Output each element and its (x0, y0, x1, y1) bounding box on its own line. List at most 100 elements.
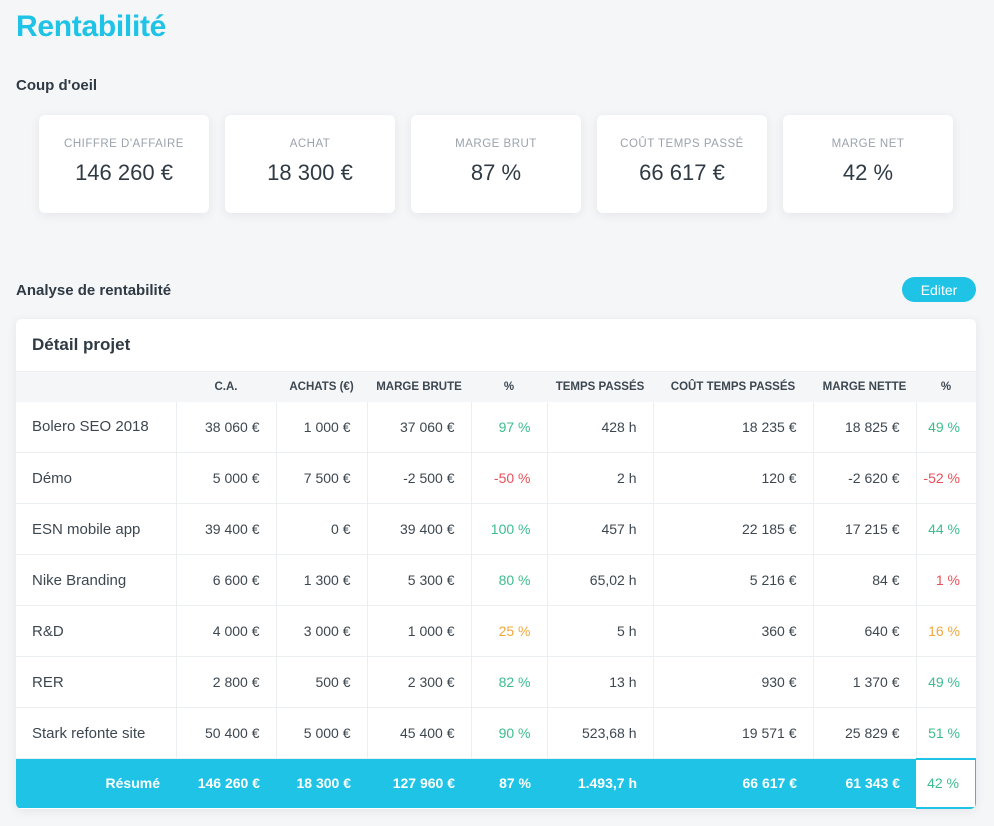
cell-pct-brute: 82 % (471, 656, 548, 708)
cell-cout-temps: 18 235 € (653, 401, 814, 453)
cell-marge-brute: 37 060 € (367, 401, 472, 453)
cell-cout-temps: 360 € (653, 605, 814, 657)
project-name[interactable]: ESN mobile app (16, 503, 177, 555)
kpi-card-marge-net: MARGE NET 42 % (783, 115, 953, 213)
column-header-achats[interactable]: ACHATS (€) (276, 371, 367, 402)
cell-temps: 523,68 h (547, 707, 654, 759)
kpi-value: 87 % (470, 160, 522, 185)
kpi-label: COÛT TEMPS PASSÉ (620, 138, 744, 150)
cell-achats: 0 € (276, 503, 368, 555)
project-name[interactable]: Bolero SEO 2018 (16, 401, 177, 453)
kpi-value: 66 617 € (639, 160, 725, 185)
panel-title: Détail projet (32, 335, 131, 354)
cell-marge-nette: -2 620 € (813, 452, 917, 504)
cell-temps: 2 h (547, 452, 654, 504)
kpi-value: 18 300 € (267, 160, 353, 185)
project-detail-panel: Détail projet C.A. ACHATS (€) MARGE BRUT… (16, 319, 976, 809)
cell-achats: 1 000 € (276, 401, 368, 453)
cell-temps: 5 h (547, 605, 654, 657)
kpi-card-achat: ACHAT 18 300 € (225, 115, 395, 213)
table-row[interactable]: ESN mobile app 39 400 € 0 € 39 400 € 100… (16, 503, 976, 555)
cell-marge-brute: 5 300 € (367, 554, 472, 606)
column-header-temps-passes[interactable]: TEMPS PASSÉS (547, 371, 653, 402)
column-header-marge-nette[interactable]: MARGE NETTE (813, 371, 916, 402)
cell-marge-brute: 45 400 € (367, 707, 472, 759)
column-header-ca[interactable]: C.A. (176, 371, 276, 402)
project-name[interactable]: Nike Branding (16, 554, 177, 606)
cell-marge-brute: 2 300 € (367, 656, 472, 708)
cell-cout-temps: 5 216 € (653, 554, 814, 606)
cell-achats: 5 000 € (276, 707, 368, 759)
summary-achats: 18 300 € (276, 758, 367, 808)
cell-ca: 39 400 € (176, 503, 277, 555)
summary-cout-temps: 66 617 € (653, 758, 813, 808)
cell-pct-brute: 97 % (471, 401, 548, 453)
cell-temps: 65,02 h (547, 554, 654, 606)
cell-ca: 5 000 € (176, 452, 277, 504)
project-name[interactable]: Stark refonte site (16, 707, 177, 759)
summary-pct-nette: 42 % (916, 757, 976, 809)
cell-cout-temps: 22 185 € (653, 503, 814, 555)
page-title: Rentabilité (16, 10, 167, 43)
cell-marge-nette: 17 215 € (813, 503, 917, 555)
kpi-label: MARGE BRUT (455, 138, 537, 150)
cell-ca: 38 060 € (176, 401, 277, 453)
cell-pct-nette: -52 % (916, 452, 976, 504)
project-name[interactable]: Démo (16, 452, 177, 504)
cell-pct-brute: 25 % (471, 605, 548, 657)
column-header-marge-brute[interactable]: MARGE BRUTE (367, 371, 471, 402)
kpi-card-marge-brut: MARGE BRUT 87 % (411, 115, 581, 213)
summary-temps: 1.493,7 h (547, 758, 653, 808)
cell-achats: 500 € (276, 656, 368, 708)
cell-achats: 3 000 € (276, 605, 368, 657)
cell-pct-nette: 51 % (916, 707, 976, 759)
project-name[interactable]: RER (16, 656, 177, 708)
cell-marge-nette: 1 370 € (813, 656, 917, 708)
cell-ca: 50 400 € (176, 707, 277, 759)
table-row[interactable]: Stark refonte site 50 400 € 5 000 € 45 4… (16, 707, 976, 759)
cell-achats: 7 500 € (276, 452, 368, 504)
cell-pct-nette: 1 % (916, 554, 976, 606)
cell-marge-brute: 1 000 € (367, 605, 472, 657)
profitability-table: C.A. ACHATS (€) MARGE BRUTE % TEMPS PASS… (16, 371, 976, 809)
cell-pct-brute: 100 % (471, 503, 548, 555)
cell-cout-temps: 19 571 € (653, 707, 814, 759)
cell-marge-nette: 640 € (813, 605, 917, 657)
table-header-row: C.A. ACHATS (€) MARGE BRUTE % TEMPS PASS… (16, 371, 976, 402)
cell-pct-brute: 80 % (471, 554, 548, 606)
cell-cout-temps: 120 € (653, 452, 814, 504)
cell-ca: 6 600 € (176, 554, 277, 606)
cell-pct-nette: 49 % (916, 656, 976, 708)
cell-pct-nette: 49 % (916, 401, 976, 453)
kpi-value: 42 % (842, 160, 894, 185)
cell-achats: 1 300 € (276, 554, 368, 606)
cell-pct-nette: 44 % (916, 503, 976, 555)
cell-marge-nette: 25 829 € (813, 707, 917, 759)
summary-marge-nette: 61 343 € (813, 758, 916, 808)
table-row[interactable]: Démo 5 000 € 7 500 € -2 500 € -50 % 2 h … (16, 452, 976, 504)
table-row[interactable]: RER 2 800 € 500 € 2 300 € 82 % 13 h 930 … (16, 656, 976, 708)
summary-row: Résumé 146 260 € 18 300 € 127 960 € 87 %… (16, 757, 976, 809)
cell-temps: 428 h (547, 401, 654, 453)
cell-pct-brute: 90 % (471, 707, 548, 759)
cell-ca: 2 800 € (176, 656, 277, 708)
table-row[interactable]: Nike Branding 6 600 € 1 300 € 5 300 € 80… (16, 554, 976, 606)
column-header-pct-brute[interactable]: % (471, 371, 547, 402)
edit-button[interactable]: Editer (902, 277, 976, 302)
glance-section-title: Coup d'oeil (16, 77, 98, 94)
kpi-label: MARGE NET (831, 138, 905, 150)
cell-pct-nette: 16 % (916, 605, 976, 657)
kpi-row: CHIFFRE D'AFFAIRE 146 260 € ACHAT 18 300… (39, 115, 953, 213)
column-header-pct-nette[interactable]: % (916, 371, 976, 402)
table-row[interactable]: R&D 4 000 € 3 000 € 1 000 € 25 % 5 h 360… (16, 605, 976, 657)
project-name[interactable]: R&D (16, 605, 177, 657)
summary-marge-brute: 127 960 € (367, 758, 471, 808)
analyse-section-title: Analyse de rentabilité (16, 282, 172, 299)
kpi-card-chiffre-affaire: CHIFFRE D'AFFAIRE 146 260 € (39, 115, 209, 213)
cell-marge-nette: 84 € (813, 554, 917, 606)
cell-pct-brute: -50 % (471, 452, 548, 504)
column-header-cout-temps[interactable]: COÛT TEMPS PASSÉS (653, 371, 813, 402)
table-row[interactable]: Bolero SEO 2018 38 060 € 1 000 € 37 060 … (16, 401, 976, 453)
kpi-card-cout-temps-passe: COÛT TEMPS PASSÉ 66 617 € (597, 115, 767, 213)
cell-cout-temps: 930 € (653, 656, 814, 708)
